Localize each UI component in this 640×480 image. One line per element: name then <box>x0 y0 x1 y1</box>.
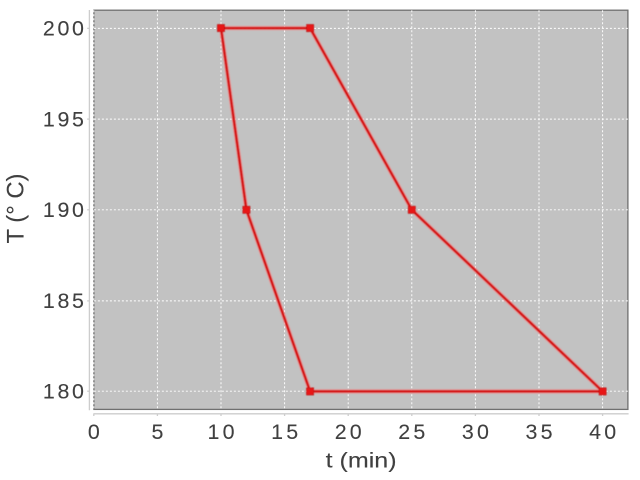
svg-text:200: 200 <box>43 17 84 41</box>
svg-text:180: 180 <box>43 380 84 404</box>
svg-text:t (min): t (min) <box>326 449 397 473</box>
svg-text:5: 5 <box>151 420 163 444</box>
svg-text:25: 25 <box>398 420 425 444</box>
svg-text:T (° C): T (° C) <box>1 174 28 244</box>
svg-text:10: 10 <box>208 420 235 444</box>
svg-text:195: 195 <box>43 107 84 131</box>
svg-text:30: 30 <box>462 420 489 444</box>
svg-text:35: 35 <box>526 420 553 444</box>
svg-text:185: 185 <box>43 289 84 313</box>
svg-text:15: 15 <box>271 420 298 444</box>
svg-text:190: 190 <box>43 198 84 222</box>
svg-text:40: 40 <box>589 420 616 444</box>
svg-text:0: 0 <box>88 420 100 444</box>
svg-text:20: 20 <box>335 420 362 444</box>
